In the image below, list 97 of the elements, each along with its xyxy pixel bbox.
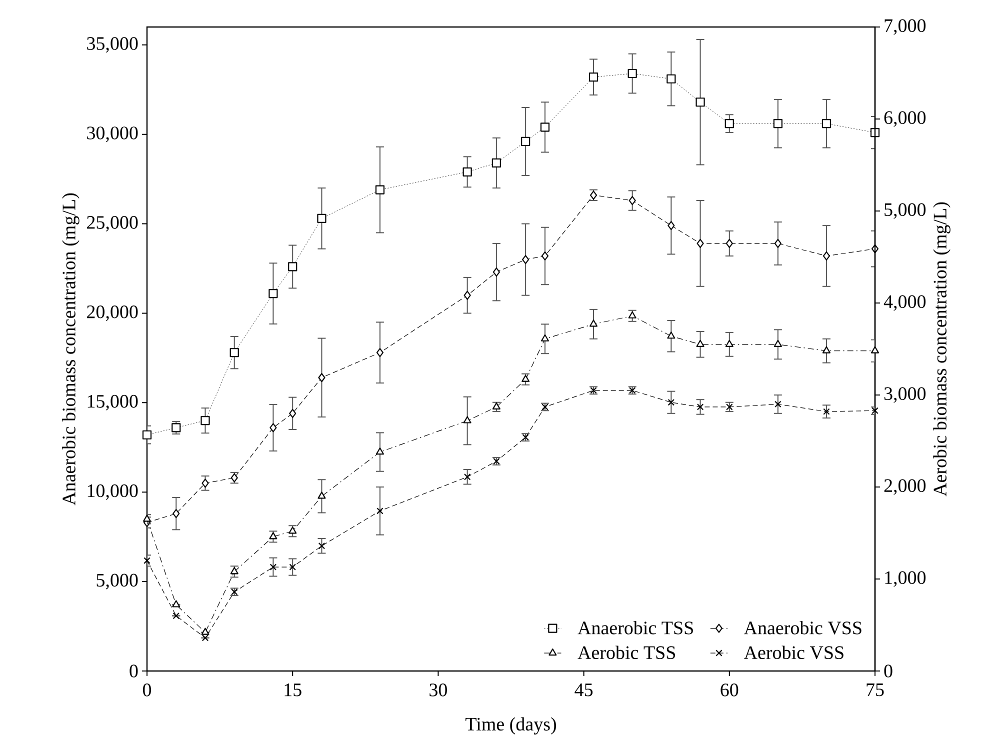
- y2-tick-label: 4,000: [884, 295, 926, 311]
- point: [588, 72, 598, 82]
- point: [726, 404, 733, 410]
- point: [822, 251, 830, 261]
- x-tick-label: 0: [142, 684, 152, 696]
- point: [492, 268, 500, 277]
- point: [172, 612, 180, 620]
- point: [464, 474, 471, 480]
- point: [492, 402, 500, 410]
- point: [289, 564, 296, 570]
- point: [463, 416, 472, 424]
- point: [628, 68, 637, 78]
- point: [541, 251, 549, 261]
- point: [628, 311, 636, 318]
- point: [268, 288, 278, 298]
- point: [774, 238, 782, 248]
- point: [270, 423, 277, 432]
- point: [726, 238, 733, 248]
- point: [522, 255, 530, 264]
- point: [172, 600, 180, 608]
- point: [774, 340, 782, 347]
- legend-label: Aerobic VSS: [744, 646, 844, 660]
- point: [725, 340, 734, 347]
- point: [666, 74, 676, 84]
- point: [317, 214, 326, 223]
- y-tick-label: 5,000: [96, 574, 138, 590]
- x-axis-title: Time (days): [466, 717, 556, 734]
- y2-tick-label: 7,000: [884, 19, 926, 35]
- y2-axis-title: Aerobic biomass concentration (mg/L): [933, 202, 950, 496]
- point: [822, 346, 830, 354]
- point: [318, 492, 326, 499]
- point: [269, 532, 278, 540]
- y2-tick-label: 5,000: [884, 203, 926, 219]
- point: [696, 238, 704, 248]
- point: [462, 167, 472, 176]
- point: [200, 416, 210, 426]
- point: [773, 119, 782, 128]
- legend-label: Anaerobic TSS: [578, 621, 693, 634]
- point: [202, 634, 209, 642]
- x-tick-label: 15: [284, 684, 302, 696]
- y-axis-title: Anaerobic biomass concentration (mg/L): [62, 193, 80, 506]
- y2-tick-label: 3,000: [884, 387, 926, 403]
- point: [270, 564, 277, 570]
- y-tick-label: 10,000: [88, 484, 138, 500]
- point: [376, 348, 384, 358]
- point: [823, 408, 830, 415]
- y-tick-label: 35,000: [87, 37, 138, 53]
- y-tick-label: 20,000: [87, 305, 138, 321]
- point: [696, 98, 705, 107]
- point: [872, 407, 878, 414]
- point: [464, 290, 471, 300]
- point: [230, 567, 238, 574]
- point: [230, 348, 239, 358]
- y-tick-label: 30,000: [87, 126, 138, 142]
- x-tick-label: 75: [866, 684, 884, 696]
- point: [667, 332, 676, 339]
- point: [376, 447, 384, 455]
- x-tick-label: 60: [720, 684, 738, 696]
- legend-label: Anaerobic VSS: [744, 621, 862, 634]
- point: [522, 374, 530, 382]
- point: [201, 628, 210, 635]
- point: [696, 340, 704, 347]
- point: [375, 185, 385, 194]
- point: [202, 478, 209, 488]
- point: [540, 334, 549, 342]
- y2-tick-label: 0: [884, 664, 892, 678]
- x-tick-label: 45: [574, 684, 593, 696]
- point: [589, 320, 598, 327]
- point: [822, 119, 832, 128]
- point: [540, 122, 550, 132]
- point: [172, 423, 181, 432]
- point: [696, 404, 704, 410]
- point: [288, 526, 297, 534]
- y2-tick-label: 2,000: [884, 479, 926, 495]
- point: [668, 221, 675, 230]
- y-tick-label: 0: [130, 664, 138, 678]
- legend-label: Aerobic TSS: [578, 646, 675, 660]
- y-tick-label: 15,000: [88, 394, 138, 410]
- point: [318, 373, 326, 382]
- point: [172, 509, 180, 518]
- y-tick-label: 25,000: [87, 216, 138, 232]
- point: [774, 400, 782, 408]
- point: [318, 542, 326, 550]
- y2-tick-label: 6,000: [884, 111, 926, 127]
- x-tick-label: 30: [430, 684, 447, 696]
- point: [376, 508, 384, 514]
- point: [492, 158, 501, 168]
- point: [288, 262, 298, 272]
- point: [521, 136, 530, 146]
- point: [144, 557, 150, 564]
- point: [289, 408, 296, 418]
- point: [724, 119, 734, 128]
- point: [142, 514, 152, 522]
- point: [628, 196, 636, 206]
- point: [142, 430, 152, 440]
- y2-tick-label: 1,000: [885, 571, 926, 587]
- point: [668, 398, 675, 406]
